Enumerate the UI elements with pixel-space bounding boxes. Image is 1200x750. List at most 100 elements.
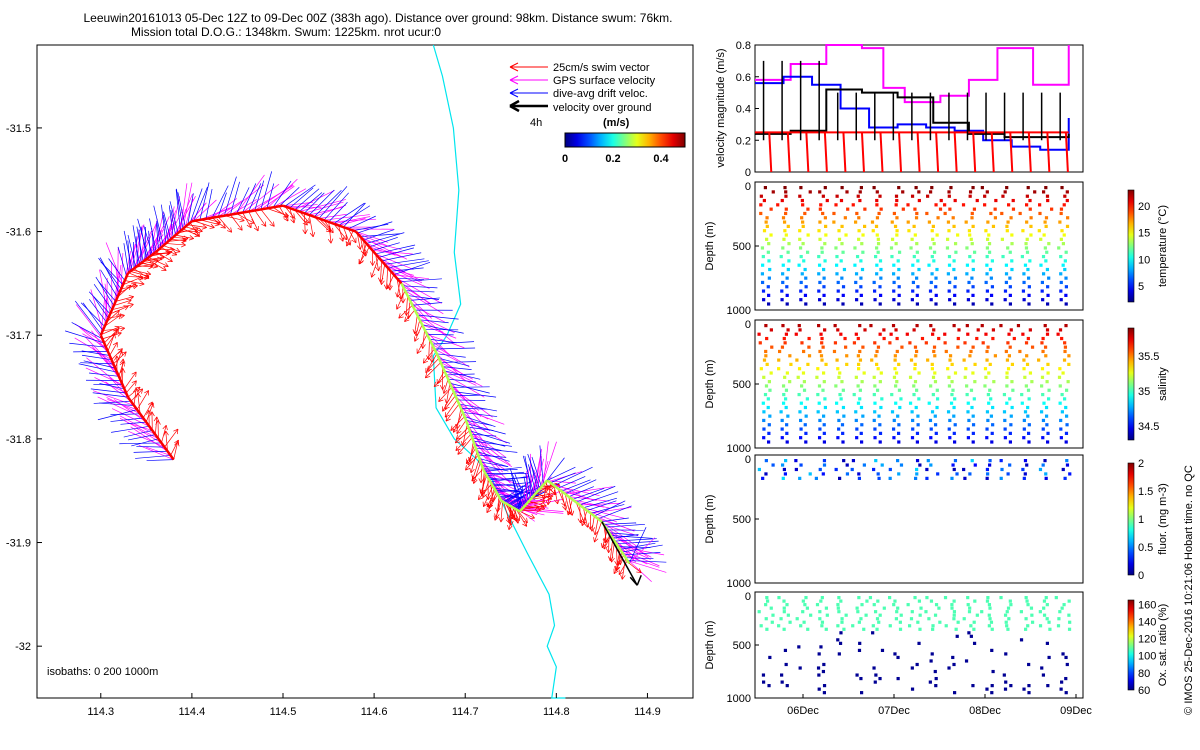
section-sample bbox=[851, 624, 855, 628]
section-sample bbox=[1022, 367, 1026, 371]
gps-vector bbox=[476, 451, 506, 470]
section-sample bbox=[1006, 341, 1010, 345]
section-sample bbox=[910, 410, 914, 414]
section-sample bbox=[782, 237, 786, 241]
gps-vector bbox=[539, 460, 549, 490]
drift-vector bbox=[189, 188, 203, 223]
drift-vector bbox=[449, 382, 490, 394]
map-ytick-label: -31.7 bbox=[6, 330, 31, 342]
swim-arrowhead bbox=[514, 518, 520, 524]
map-frame bbox=[36, 44, 694, 699]
section-sample bbox=[879, 276, 883, 280]
section-sample bbox=[1037, 229, 1041, 233]
section-sample bbox=[952, 324, 956, 328]
section-sample bbox=[906, 220, 910, 224]
section-sample bbox=[824, 233, 828, 237]
section-sample bbox=[832, 211, 836, 216]
section-sample bbox=[858, 190, 862, 194]
swim-arrowhead bbox=[209, 223, 215, 229]
section-sample bbox=[910, 194, 915, 198]
section-sample bbox=[908, 401, 913, 405]
section-sample bbox=[993, 354, 997, 358]
section-sample bbox=[1000, 211, 1004, 216]
section-sample bbox=[953, 302, 957, 306]
section-sample bbox=[862, 224, 867, 228]
swim-vector bbox=[323, 219, 334, 234]
section-sample bbox=[987, 624, 991, 628]
section-sample bbox=[956, 336, 960, 341]
drift-vector bbox=[623, 552, 661, 556]
swim-speed-spike bbox=[990, 132, 995, 173]
swim-vector bbox=[175, 234, 194, 239]
drift-vector bbox=[343, 202, 366, 228]
gps-vector bbox=[612, 538, 640, 561]
drift-vector bbox=[131, 438, 159, 447]
section-sample bbox=[822, 302, 826, 306]
section-sample bbox=[988, 267, 993, 272]
drift-vector bbox=[369, 236, 398, 248]
drift-vector bbox=[455, 394, 481, 397]
swim-speed-spike bbox=[1064, 132, 1069, 173]
section-sample bbox=[859, 285, 863, 289]
section-sample bbox=[952, 414, 956, 418]
section-sample bbox=[764, 354, 768, 358]
section-sample bbox=[1059, 272, 1063, 276]
section-sample bbox=[933, 613, 938, 617]
section-sample bbox=[1061, 467, 1065, 472]
swim-vector bbox=[508, 506, 512, 522]
drift-vector bbox=[168, 205, 174, 238]
gps-vector bbox=[579, 502, 622, 506]
section-sample bbox=[924, 341, 928, 345]
gps-vector bbox=[313, 204, 347, 218]
swim-arrowhead bbox=[413, 336, 419, 342]
section-sample bbox=[805, 606, 809, 610]
section-sample bbox=[969, 388, 974, 392]
section-sample bbox=[897, 186, 901, 190]
section-sample bbox=[947, 384, 952, 388]
section-sample bbox=[911, 418, 915, 423]
section-sample bbox=[1040, 375, 1045, 379]
map-axes: 114.3 114.4 114.5 114.6 114.7 114.8 114.9-31.5… bbox=[6, 123, 661, 718]
section-sample bbox=[855, 427, 859, 431]
section-sample bbox=[1046, 431, 1050, 435]
section-sample bbox=[989, 397, 993, 401]
section-sample bbox=[972, 627, 976, 631]
section-sample bbox=[869, 324, 873, 328]
section-sample bbox=[820, 336, 824, 341]
velocity-ytick-label: 0.6 bbox=[736, 72, 751, 84]
section-sample bbox=[779, 254, 783, 259]
swim-vector bbox=[532, 493, 551, 498]
section-sample bbox=[876, 472, 880, 476]
drift-vector bbox=[375, 244, 416, 255]
section-sample bbox=[1041, 673, 1046, 677]
swim-arrowhead bbox=[290, 218, 296, 224]
section-colorbar bbox=[1127, 189, 1135, 303]
drift-vector bbox=[223, 176, 237, 216]
section-sample bbox=[836, 638, 840, 642]
section-sample bbox=[882, 336, 886, 341]
section-sample bbox=[766, 397, 770, 401]
drift-vector bbox=[175, 189, 181, 232]
section-sample bbox=[799, 427, 803, 431]
section-sample bbox=[972, 641, 977, 645]
drift-vector bbox=[387, 260, 429, 269]
section-sample bbox=[1022, 687, 1026, 691]
section-sample bbox=[985, 687, 989, 691]
section-sample bbox=[1024, 242, 1028, 246]
section-sample bbox=[817, 263, 822, 267]
section-sample bbox=[1020, 392, 1024, 397]
section-sample bbox=[777, 596, 781, 600]
section-sample bbox=[928, 289, 933, 293]
section-sample bbox=[845, 472, 850, 476]
section-sample bbox=[796, 375, 800, 379]
section-sample bbox=[917, 198, 921, 203]
section-sample bbox=[897, 423, 901, 427]
drift-vector bbox=[294, 188, 320, 211]
section-sample bbox=[782, 599, 786, 603]
section-sample bbox=[970, 459, 974, 463]
section-sample bbox=[950, 392, 954, 397]
section-sample bbox=[879, 371, 883, 375]
section-sample bbox=[798, 229, 802, 233]
swim-vector bbox=[111, 304, 134, 311]
swim-vector bbox=[515, 509, 528, 527]
